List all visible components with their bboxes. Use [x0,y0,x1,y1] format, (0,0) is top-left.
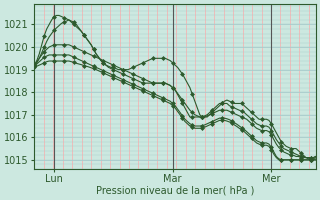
X-axis label: Pression niveau de la mer( hPa ): Pression niveau de la mer( hPa ) [96,186,254,196]
